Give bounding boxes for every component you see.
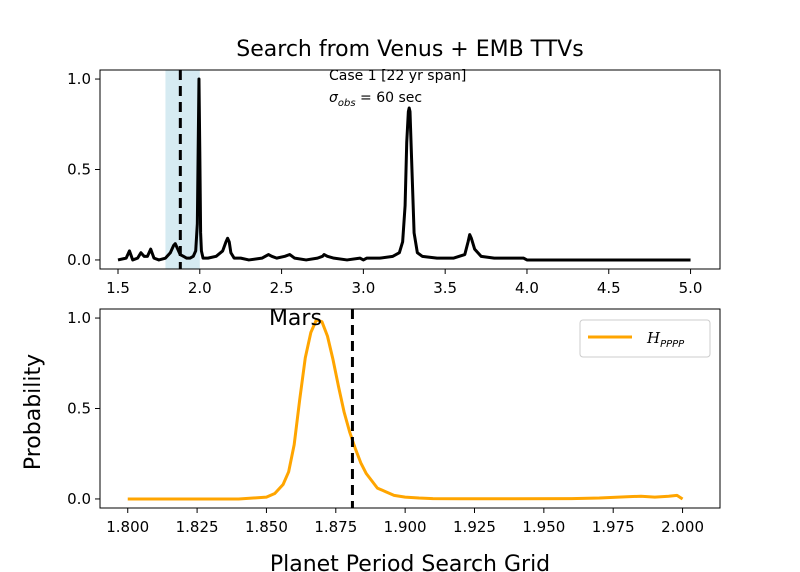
top-x-ticks: 1.5 2.0 2.5 3.0 3.5 4.0 4.5 5.0 [106,269,702,297]
top-y-tick-label: 0.0 [67,251,91,269]
figure-title: Search from Venus + EMB TTVs [236,37,583,62]
top-y-tick-label: 1.0 [67,70,91,88]
top-x-tick-label: 3.5 [433,279,457,297]
legend: HPPPP [579,319,711,358]
top-x-tick-label: 1.5 [106,279,130,297]
bottom-x-tick-label: 1.825 [176,518,219,536]
bottom-y-tick-label: 0.5 [67,400,91,418]
top-axes-frame [99,69,721,270]
bottom-x-tick-label: 1.975 [592,518,635,536]
legend-box [579,319,711,358]
sigma-subscript: obs [338,98,356,109]
top-annotation-line1: Case 1 [22 yr span] [329,68,466,84]
top-x-tick-label: 2.0 [188,279,212,297]
bottom-x-tick-label: 1.900 [384,518,427,536]
top-y-ticks: 0.0 0.5 1.0 [67,70,100,269]
bottom-x-ticks: 1.800 1.825 1.850 1.875 1.900 1.925 1.950 1.975… [106,508,704,536]
sigma-value: = 60 sec [356,90,423,106]
x-axis-label: Planet Period Search Grid [270,552,550,572]
bottom-x-tick-label: 1.950 [522,518,565,536]
bottom-series-line [127,318,684,501]
bottom-x-tick-label: 1.800 [106,518,149,536]
top-annotation-line2: σobs = 60 sec [329,90,422,109]
bottom-x-tick-label: 1.850 [245,518,288,536]
bottom-panel: 0.0 0.5 1.0 1.800 1.825 1.850 1.875 1.900 1.925… [21,306,721,572]
top-panel: 0.0 0.5 1.0 1.5 2.0 2.5 3.0 3.5 4.0 4.5 5.0 Case … [67,68,721,297]
bottom-y-tick-label: 0.0 [67,490,91,508]
top-series-line [117,77,691,262]
top-y-tick-label: 0.5 [67,161,91,179]
bottom-y-ticks: 0.0 0.5 1.0 [67,309,100,508]
bottom-x-tick-label: 1.875 [314,518,357,536]
bottom-y-tick-label: 1.0 [67,309,91,327]
bottom-x-tick-label: 1.925 [453,518,496,536]
top-x-tick-label: 2.5 [270,279,294,297]
bottom-axes-frame [99,308,721,509]
top-x-tick-label: 5.0 [679,279,703,297]
top-shaded-region [165,70,200,269]
mars-label: Mars [269,306,322,331]
top-x-tick-label: 4.0 [515,279,539,297]
top-x-tick-label: 4.5 [597,279,621,297]
sigma-symbol: σ [329,90,339,106]
legend-label: HPPPP [646,329,685,350]
y-axis-label: Probability [21,354,46,470]
top-x-tick-label: 3.0 [351,279,375,297]
bottom-x-tick-label: 2.000 [661,518,704,536]
